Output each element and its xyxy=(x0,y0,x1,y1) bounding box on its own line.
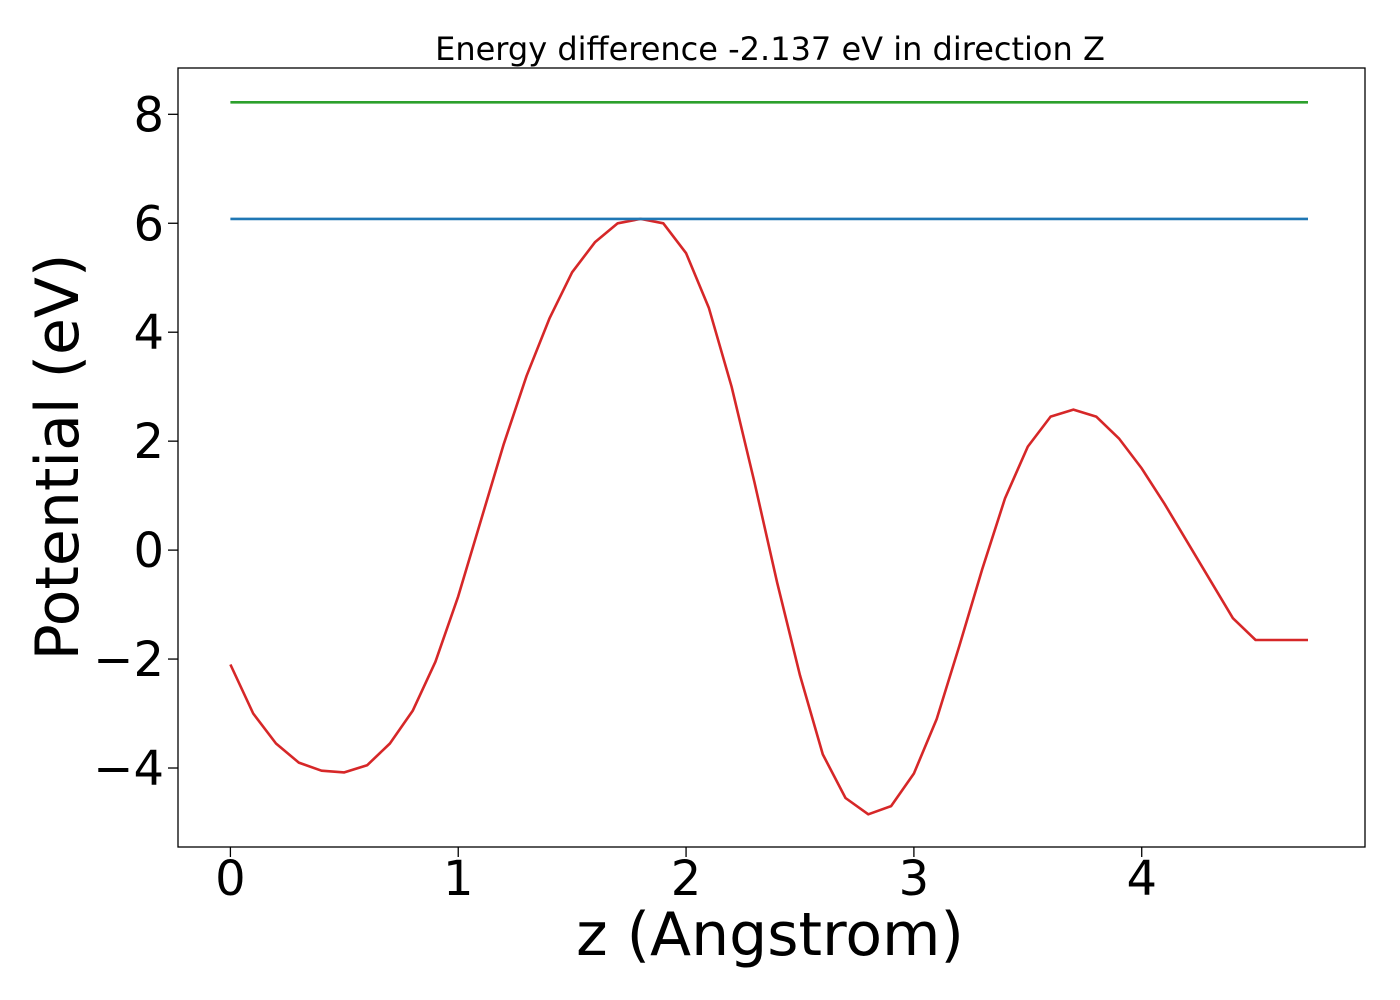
potential-line xyxy=(229,217,1308,816)
x-tick-label: 3 xyxy=(899,851,930,907)
y-tick-label: 0 xyxy=(133,523,164,579)
x-tick-label: 1 xyxy=(443,851,474,907)
x-axis-label: z (Angstrom) xyxy=(576,900,964,970)
x-tick-label: 0 xyxy=(215,851,246,907)
chart-title: Energy difference -2.137 eV in direction… xyxy=(435,30,1105,68)
y-tick-label: −2 xyxy=(93,632,164,688)
y-tick-label: 2 xyxy=(133,414,164,470)
y-tick-label: 4 xyxy=(133,305,164,361)
y-tick-label: 6 xyxy=(133,196,164,252)
x-axis: 0 1 2 3 4 xyxy=(215,847,1157,907)
y-axis: −4 −2 0 2 4 6 8 xyxy=(93,87,178,797)
y-axis-label: Potential (eV) xyxy=(23,254,93,661)
plot-area xyxy=(229,101,1308,816)
y-tick-label: −4 xyxy=(93,741,164,797)
plot-frame xyxy=(177,67,1366,848)
x-tick-label: 2 xyxy=(671,851,702,907)
y-tick-label: 8 xyxy=(133,87,164,143)
x-tick-label: 4 xyxy=(1126,851,1157,907)
